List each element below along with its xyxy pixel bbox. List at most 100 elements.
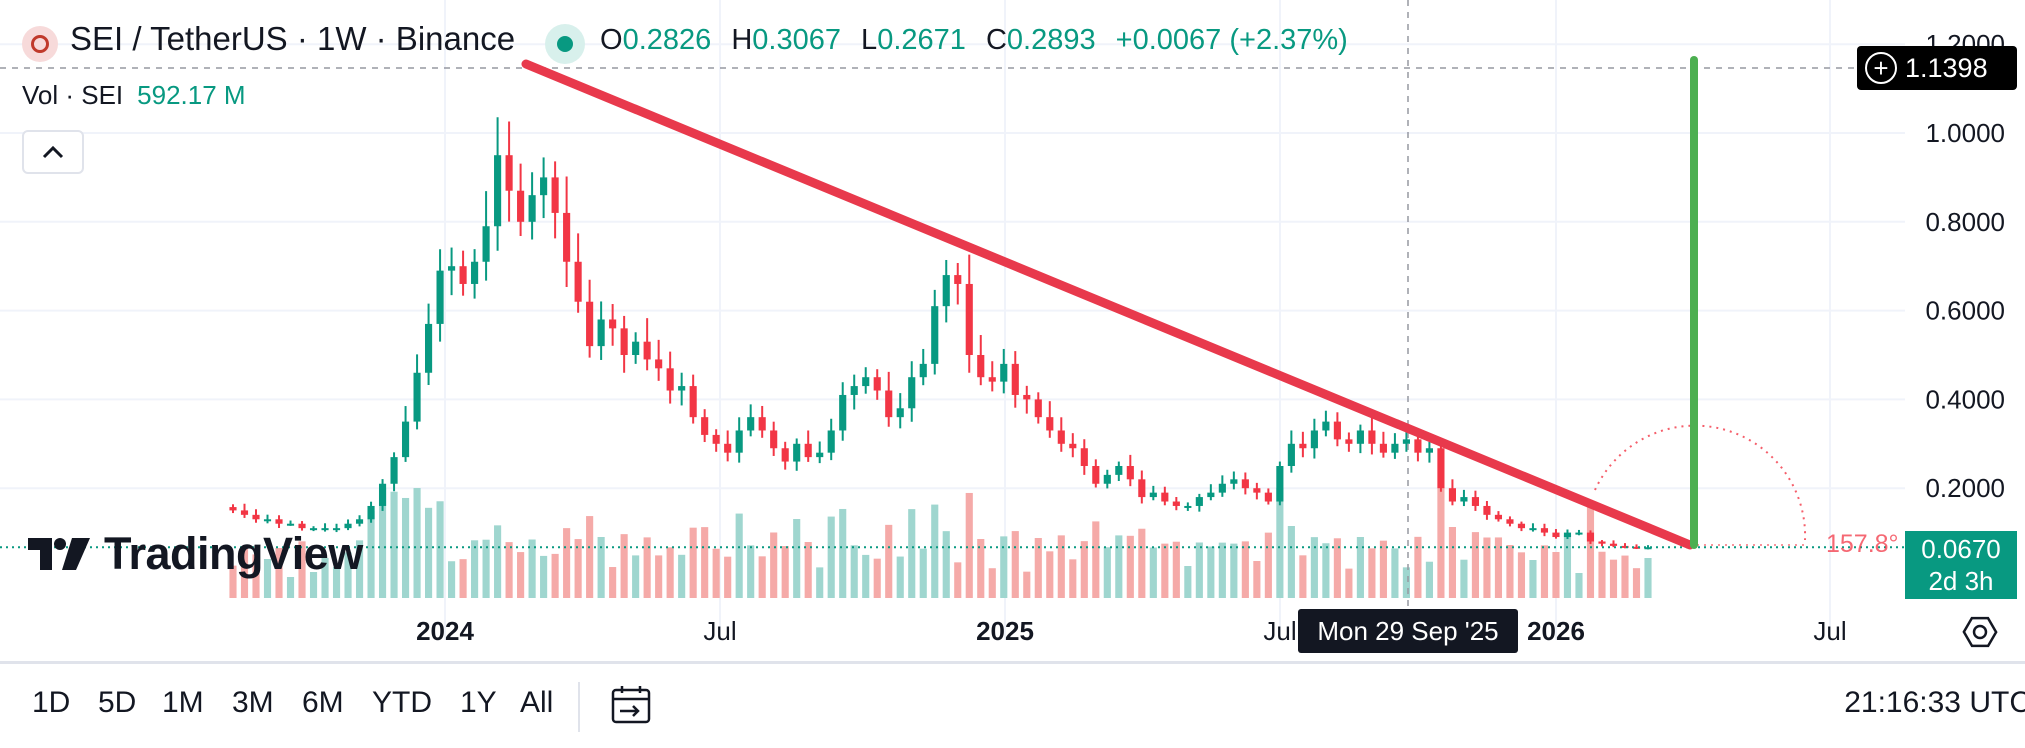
candle-body	[1287, 443, 1295, 466]
candle-body	[919, 363, 927, 378]
candle-body	[1103, 474, 1111, 484]
range-5d-button[interactable]: 5D	[98, 686, 137, 719]
volume-bar	[620, 534, 628, 598]
candle-body	[528, 195, 536, 222]
crosshair-price-tag[interactable]: + 1.1398	[1857, 46, 2017, 90]
bottom-toolbar: 1D 5D 1M 3M 6M YTD 1Y All 21:16:33 UTC	[0, 662, 2025, 748]
last-price-value: 0.0670	[1921, 534, 2001, 564]
volume-bar	[1345, 568, 1353, 598]
volume-bar	[1333, 538, 1341, 598]
y-axis-tick-label: 0.6000	[1925, 296, 2005, 326]
utc-clock[interactable]: 21:16:33 UTC	[1844, 686, 2025, 719]
range-1d-button[interactable]: 1D	[32, 686, 71, 719]
volume-bar	[1057, 535, 1065, 598]
volume-bar	[597, 537, 605, 598]
volume-bar	[1425, 561, 1433, 598]
range-3m-button[interactable]: 3M	[232, 686, 274, 719]
sei-logo-icon	[22, 26, 58, 62]
volume-bar	[1437, 488, 1445, 598]
volume-bar	[252, 554, 260, 598]
volume-bar	[413, 488, 421, 598]
crosshair-date-tag: Mon 29 Sep '25	[1298, 609, 1518, 653]
volume-bar	[666, 547, 674, 598]
volume-bar	[1126, 535, 1134, 598]
volume-bar	[896, 556, 904, 598]
candle-body	[1276, 466, 1284, 502]
volume-bar	[942, 531, 950, 598]
candle-body	[1644, 547, 1652, 550]
candle-body	[401, 421, 410, 458]
add-plus-icon[interactable]: +	[1865, 52, 1897, 84]
ohlc-readout: O0.2826 H0.3067 L0.2671 C0.2893 +0.0067 …	[600, 24, 1360, 57]
candle-body	[977, 355, 985, 378]
candle-body	[827, 430, 835, 453]
volume-bar	[1299, 555, 1307, 598]
candle-body	[1322, 421, 1330, 431]
volume-bar	[850, 545, 858, 598]
collapse-legend-button[interactable]	[22, 130, 84, 174]
volume-bar	[471, 540, 479, 598]
settings-icon	[1962, 616, 1998, 648]
candle-body	[1598, 541, 1606, 544]
volume-label: Vol · SEI	[22, 80, 124, 110]
scale-settings-button[interactable]	[1960, 612, 2000, 652]
volume-bar	[436, 501, 444, 598]
range-6m-button[interactable]: 6M	[302, 686, 344, 719]
candle-body	[597, 319, 605, 347]
candle-body	[1552, 532, 1560, 538]
volume-bar	[1080, 541, 1088, 598]
candle-body	[1494, 514, 1503, 520]
symbol-title[interactable]: SEI / TetherUS · 1W · Binance	[70, 20, 516, 57]
candle-body	[1184, 505, 1192, 508]
candle-body	[873, 377, 881, 391]
candle-body	[965, 283, 973, 355]
open-label: O	[600, 24, 623, 56]
candle-body	[1471, 497, 1480, 506]
candle-body	[643, 341, 651, 360]
volume-bar	[494, 525, 502, 598]
candle-body	[678, 386, 686, 391]
candle-body	[1402, 439, 1410, 444]
volume-bar	[1115, 535, 1123, 598]
go-to-date-button[interactable]	[608, 682, 654, 728]
descending-trendline[interactable]	[521, 59, 1695, 550]
volume-bar	[632, 555, 640, 598]
volume-bar	[355, 540, 364, 598]
candle-body	[321, 528, 329, 531]
candle-body	[240, 510, 249, 515]
last-price-tag: 0.0670 2d 3h	[1905, 531, 2017, 599]
candle-body	[425, 323, 433, 373]
candle-body	[586, 301, 594, 347]
range-1m-button[interactable]: 1M	[162, 686, 204, 719]
volume-bar	[1368, 548, 1376, 598]
price-chart[interactable]: 1.20001.00000.80000.60000.40000.20002024…	[0, 0, 2025, 662]
volume-bar	[378, 488, 387, 598]
volume-bar	[367, 511, 375, 598]
candle-body	[1632, 546, 1641, 549]
range-1y-button[interactable]: 1Y	[460, 686, 497, 719]
candle-body	[1391, 443, 1399, 453]
volume-bar	[1149, 547, 1157, 598]
candle-body	[540, 177, 548, 196]
candle-body	[1138, 479, 1146, 498]
volume-bar	[1046, 551, 1054, 598]
volume-bar	[770, 532, 778, 598]
x-axis-tick-label: Jul	[1263, 616, 1296, 646]
volume-bar	[1552, 552, 1560, 598]
candle-body	[804, 443, 812, 458]
volume-bar	[1161, 543, 1169, 598]
chevron-up-icon	[42, 145, 64, 159]
volume-bar	[1494, 537, 1503, 598]
candle-body	[1621, 545, 1629, 548]
range-ytd-button[interactable]: YTD	[372, 686, 432, 719]
y-axis-tick-label: 0.2000	[1925, 473, 2005, 503]
volume-bar	[724, 556, 732, 598]
volume-bar	[551, 553, 559, 598]
candle-body	[1310, 430, 1318, 449]
range-all-button[interactable]: All	[520, 686, 554, 719]
candle-body	[517, 190, 525, 222]
open-value: 0.2826	[622, 24, 712, 56]
volume-bar	[781, 546, 789, 598]
tradingview-logo-icon	[28, 538, 90, 570]
volume-bar	[1011, 531, 1019, 598]
